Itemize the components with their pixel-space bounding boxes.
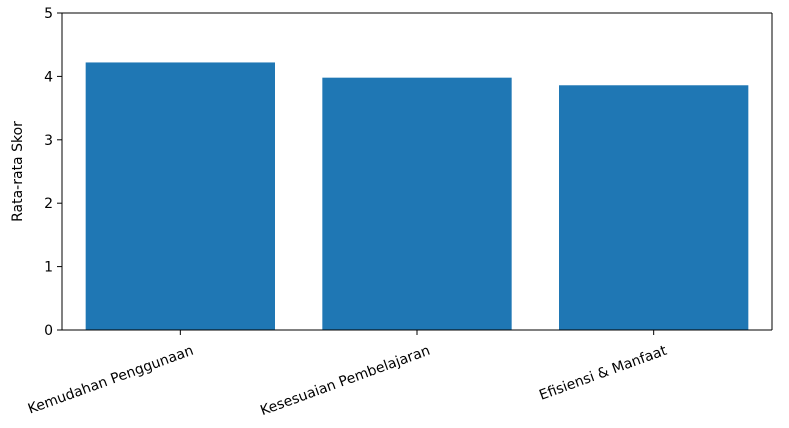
y-axis-label: Rata-rata Skor	[10, 121, 26, 222]
x-tick-label: Efisiensi & Manfaat	[537, 343, 669, 404]
x-tick-label: Kesesuaian Pembelajaran	[258, 343, 432, 419]
bar-1	[322, 77, 512, 330]
y-tick-label: 3	[44, 133, 53, 149]
x-axis-ticks: Kemudahan Penggunaan Kesesuaian Pembelaja…	[26, 330, 670, 419]
y-tick-label: 0	[44, 323, 53, 339]
bar-0	[85, 62, 276, 331]
x-tick-label: Kemudahan Penggunaan	[26, 343, 196, 418]
y-tick-label: 4	[44, 69, 53, 85]
bars-group	[85, 62, 749, 331]
y-axis-ticks: 0 1 2 3 4 5	[44, 6, 62, 339]
y-tick-label: 2	[44, 196, 53, 212]
bar-2	[559, 85, 749, 330]
y-tick-label: 5	[44, 6, 53, 22]
y-tick-label: 1	[44, 260, 53, 276]
